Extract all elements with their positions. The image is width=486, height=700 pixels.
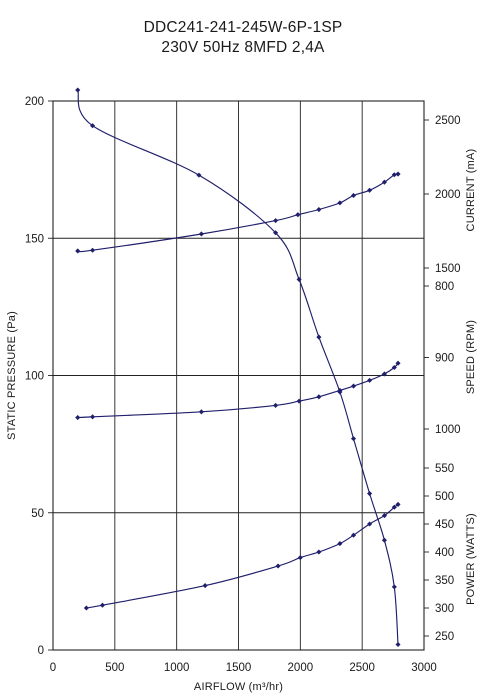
power-tick-label: 550 bbox=[435, 463, 454, 475]
speed-data-point bbox=[395, 360, 401, 366]
current-data-point bbox=[75, 248, 81, 254]
current-data-point bbox=[337, 200, 343, 206]
power-data-point bbox=[83, 605, 89, 611]
current-data-point bbox=[381, 179, 387, 185]
speed-data-point bbox=[337, 387, 343, 393]
speed-data-point bbox=[367, 377, 373, 383]
pressure-curve bbox=[77, 89, 399, 645]
power-data-point bbox=[350, 532, 357, 538]
power-data-point bbox=[395, 501, 401, 507]
y-tick-label: 0 bbox=[38, 645, 44, 657]
current-tick-label: 1500 bbox=[435, 263, 461, 275]
current-data-point bbox=[316, 206, 322, 213]
speed-data-point bbox=[90, 414, 96, 420]
speed-data-point bbox=[350, 383, 357, 389]
speed-data-point bbox=[381, 371, 387, 377]
x-tick-label: 1000 bbox=[164, 662, 190, 674]
speed-data-point bbox=[273, 402, 279, 408]
current-data-point bbox=[273, 218, 279, 224]
speed-tick-label: 800 bbox=[435, 281, 454, 293]
current-data-point bbox=[391, 172, 397, 178]
x-tick-label: 2000 bbox=[288, 662, 314, 674]
power-curve bbox=[86, 503, 399, 609]
pressure-axis-label: STATIC PRESSURE (Pa) bbox=[6, 311, 18, 440]
x-axis-label: AIRFLOW (m³/hr) bbox=[194, 681, 283, 693]
speed-tick-label: 1000 bbox=[435, 424, 461, 436]
y-tick-label: 50 bbox=[31, 508, 44, 520]
power-tick-label: 250 bbox=[435, 631, 454, 643]
current-tick-label: 2500 bbox=[435, 115, 461, 127]
plot-frame bbox=[52, 100, 425, 651]
current-data-point bbox=[395, 171, 401, 177]
pressure-data-point bbox=[196, 172, 202, 178]
power-tick-label: 450 bbox=[435, 519, 454, 531]
power-data-point bbox=[275, 563, 281, 569]
power-axis-label: POWER (WATTS) bbox=[465, 513, 477, 605]
pressure-data-point bbox=[296, 276, 302, 282]
current-axis-label: CURRENT (mA) bbox=[465, 149, 477, 232]
chart-title-line1: DDC241-241-245W-6P-1SP bbox=[143, 19, 343, 36]
power-data-point bbox=[316, 549, 322, 555]
current-curve bbox=[77, 173, 399, 253]
speed-data-point bbox=[316, 394, 322, 400]
power-data-point bbox=[297, 555, 303, 561]
power-data-point bbox=[99, 602, 106, 608]
pressure-data-point bbox=[367, 490, 373, 497]
x-tick-label: 0 bbox=[50, 662, 56, 674]
y-tick-label: 150 bbox=[25, 233, 44, 245]
pressure-data-point bbox=[75, 87, 81, 93]
current-data-point bbox=[295, 212, 301, 218]
current-data-point bbox=[90, 247, 96, 253]
power-tick-label: 350 bbox=[435, 575, 454, 587]
current-data-point bbox=[367, 187, 373, 193]
x-tick-label: 500 bbox=[105, 662, 124, 674]
power-tick-label: 400 bbox=[435, 547, 454, 559]
chart-title-line2: 230V 50Hz 8MFD 2,4A bbox=[161, 39, 325, 56]
x-tick-label: 2500 bbox=[349, 662, 375, 674]
speed-data-point bbox=[391, 364, 397, 371]
power-data-point bbox=[367, 521, 373, 527]
speed-data-point bbox=[198, 409, 204, 415]
current-data-point bbox=[198, 231, 204, 237]
pressure-data-point bbox=[350, 436, 357, 442]
x-tick-label: 3000 bbox=[411, 662, 437, 674]
speed-tick-label: 900 bbox=[435, 353, 454, 365]
pressure-data-point bbox=[395, 641, 401, 648]
pressure-data-point bbox=[316, 334, 322, 340]
power-data-point bbox=[337, 541, 343, 547]
power-tick-label: 500 bbox=[435, 491, 454, 503]
pressure-data-point bbox=[381, 537, 387, 543]
x-tick-label: 1500 bbox=[226, 662, 252, 674]
pressure-data-point bbox=[391, 584, 397, 590]
power-data-point bbox=[391, 504, 397, 510]
speed-data-point bbox=[75, 415, 81, 421]
chart-title: DDC241-241-245W-6P-1SP 230V 50Hz 8MFD 2,… bbox=[0, 18, 486, 58]
y-tick-label: 200 bbox=[25, 96, 44, 108]
power-data-point bbox=[202, 583, 208, 589]
power-tick-label: 300 bbox=[435, 603, 454, 615]
speed-data-point bbox=[296, 398, 302, 404]
y-tick-label: 100 bbox=[25, 371, 44, 383]
pressure-data-point bbox=[90, 123, 96, 129]
speed-axis-label: SPEED (RPM) bbox=[465, 320, 477, 394]
pressure-data-point bbox=[273, 230, 279, 236]
current-data-point bbox=[350, 192, 357, 199]
current-tick-label: 2000 bbox=[435, 189, 461, 201]
speed-curve bbox=[77, 362, 399, 419]
